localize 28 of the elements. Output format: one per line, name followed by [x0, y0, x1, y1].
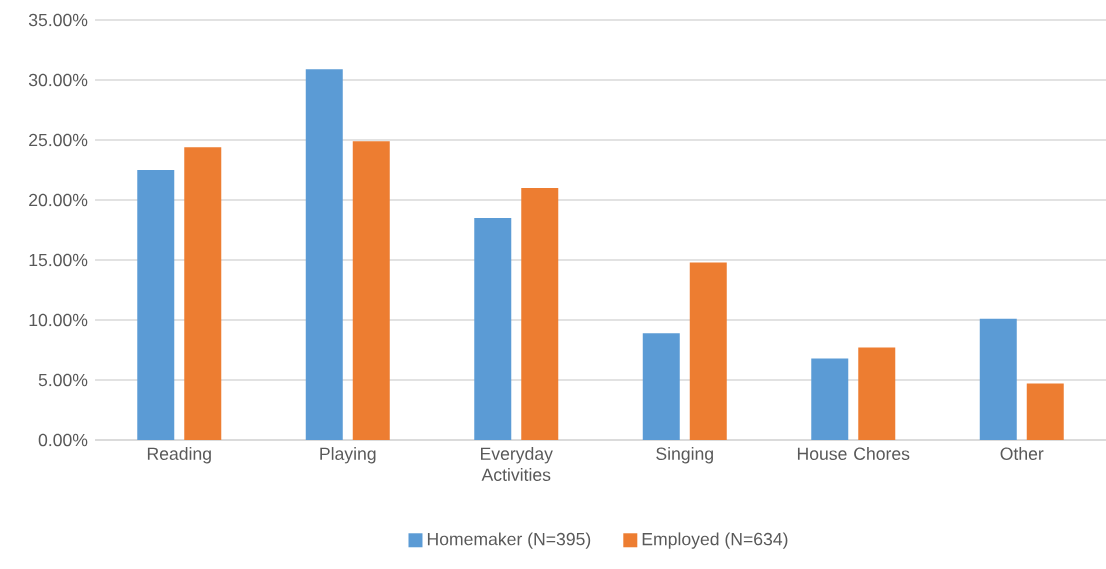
- x-tick-label: Other: [1000, 447, 1044, 460]
- bar: [979, 318, 1017, 440]
- y-tick-label: 20.00%: [29, 193, 88, 207]
- bar: [305, 69, 343, 440]
- bar: [1026, 383, 1064, 440]
- y-tick-label: 25.00%: [29, 133, 88, 147]
- bar: [811, 358, 849, 440]
- legend-label: Employed (N=634): [642, 532, 788, 549]
- bar: [858, 347, 896, 440]
- y-tick-label: 5.00%: [38, 373, 88, 387]
- x-tick-label: Everyday Activities: [481, 447, 553, 481]
- x-tick-label: Playing: [320, 447, 376, 464]
- x-tick-label: House Chores: [797, 447, 910, 460]
- bar: [474, 218, 512, 440]
- bar: [642, 333, 680, 440]
- bar: [137, 170, 175, 440]
- legend-label: Homemaker (N=395): [427, 532, 591, 549]
- y-tick-label: 30.00%: [28, 73, 88, 87]
- bar: [689, 262, 727, 440]
- bar: [352, 141, 390, 440]
- x-tick-label: Reading: [147, 447, 211, 464]
- y-tick-label: 10.00%: [29, 313, 88, 327]
- bar: [184, 147, 222, 440]
- bar: [521, 188, 559, 440]
- y-tick-label: 35.00%: [28, 13, 88, 27]
- y-tick-label: 0.00%: [38, 433, 88, 447]
- y-tick-label: 15.00%: [29, 253, 88, 267]
- x-tick-label: Singing: [656, 447, 713, 464]
